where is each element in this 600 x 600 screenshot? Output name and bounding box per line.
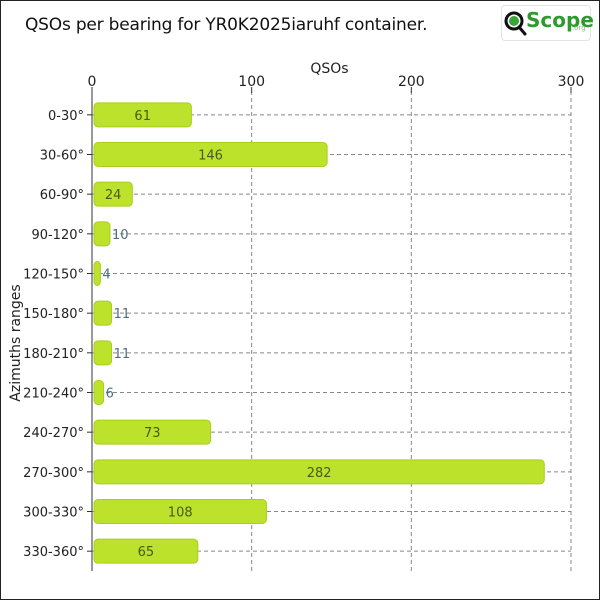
bar [93, 499, 267, 524]
value-label: 24 [105, 188, 122, 203]
qscope-logo[interactable]: Scope .org [501, 5, 594, 41]
category-label: 150-180° [23, 307, 84, 322]
bar [93, 538, 199, 564]
category-label: 270-300° [23, 466, 84, 481]
value-label: 6 [106, 387, 114, 402]
category-label: 30-60° [40, 149, 84, 164]
value-label: 282 [307, 466, 332, 481]
chart-title: QSOs per bearing for YR0K2025iaruhf cont… [25, 15, 428, 35]
x-tick-label: 0 [88, 74, 97, 90]
bar [93, 419, 212, 445]
category-label: 180-210° [23, 347, 84, 362]
x-axis-title: QSOs [310, 61, 348, 77]
logo-suffix: .org [572, 24, 586, 32]
magnifier-icon [504, 11, 527, 36]
bar [93, 380, 105, 405]
value-label: 11 [114, 347, 131, 362]
category-label: 330-360° [23, 545, 84, 560]
x-tick-label: 100 [238, 74, 265, 90]
bar [93, 261, 101, 286]
bar [93, 102, 192, 128]
value-label: 10 [112, 228, 129, 243]
y-axis-title: Azimuths ranges [8, 284, 24, 401]
category-label: 120-150° [23, 268, 84, 283]
category-label: 210-240° [23, 387, 84, 402]
bar [93, 221, 111, 247]
bar [93, 181, 133, 207]
value-label: 108 [168, 506, 193, 521]
bar [93, 340, 113, 366]
x-tick-label: 300 [558, 74, 585, 90]
value-label: 4 [102, 268, 110, 283]
category-label: 240-270° [23, 426, 84, 441]
value-label: 61 [134, 109, 151, 124]
x-tick-label: 200 [398, 74, 425, 90]
category-label: 300-330° [23, 506, 84, 521]
value-label: 146 [198, 149, 223, 164]
bar [93, 142, 328, 167]
value-label: 65 [138, 545, 155, 560]
category-label: 0-30° [48, 109, 84, 124]
category-label: 90-120° [31, 228, 84, 243]
value-label: 11 [114, 307, 131, 322]
category-label: 60-90° [40, 188, 84, 203]
bar [93, 300, 113, 326]
logo-wordmark: Scope [526, 8, 594, 32]
bar [93, 459, 545, 485]
value-label: 73 [144, 426, 161, 441]
